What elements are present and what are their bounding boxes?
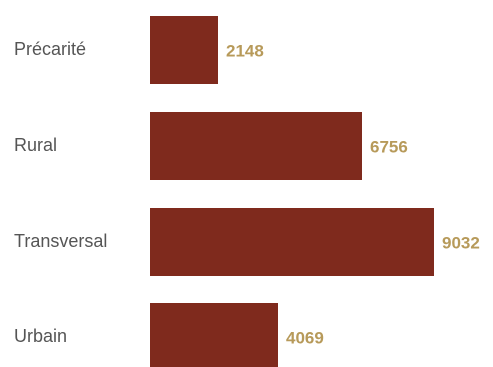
bar-precarite: [150, 16, 218, 84]
value-label-rural: 6756: [370, 137, 408, 156]
bar-urbain: [150, 303, 278, 367]
bar-transversal: [150, 208, 434, 276]
value-label-precarite: 2148: [226, 41, 264, 60]
category-label-rural: Rural: [14, 135, 57, 155]
value-label-urbain: 4069: [286, 328, 324, 347]
category-label-urbain: Urbain: [14, 326, 67, 346]
value-label-transversal: 9032: [442, 233, 480, 252]
bar-rural: [150, 112, 362, 180]
category-label-precarite: Précarité: [14, 39, 86, 59]
category-label-transversal: Transversal: [14, 231, 107, 251]
